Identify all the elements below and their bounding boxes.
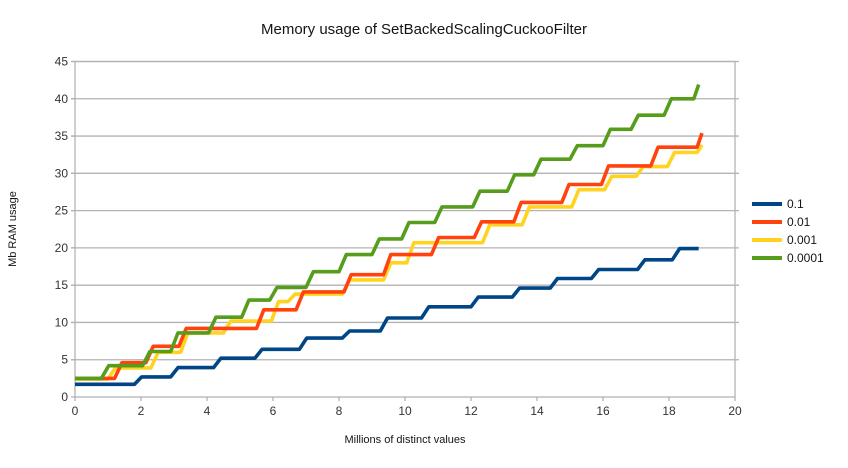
x-tick-label-0: 0 (72, 404, 79, 418)
legend-label: 0.0001 (787, 251, 824, 265)
series-line-0.1 (75, 246, 699, 387)
x-tick-label-18: 18 (662, 404, 676, 418)
x-tick-label-4: 4 (204, 404, 211, 418)
legend-item-0.1: 0.1 (752, 197, 824, 211)
y-tick-label-35: 35 (55, 129, 69, 143)
legend-item-0.01: 0.01 (752, 215, 824, 229)
y-axis-title: Mb RAM usage (7, 191, 19, 267)
y-tick-label-5: 5 (61, 353, 68, 367)
legend: 0.1 0.01 0.001 0.0001 (752, 197, 824, 265)
x-tick-label-2: 2 (138, 404, 145, 418)
y-tick-label-10: 10 (55, 315, 69, 329)
y-tick-label-0: 0 (61, 390, 68, 404)
y-tick-label-30: 30 (55, 166, 69, 180)
y-tick-label-15: 15 (55, 278, 69, 292)
x-tick-label-8: 8 (336, 404, 343, 418)
x-tick-label-20: 20 (728, 404, 742, 418)
legend-item-0.0001: 0.0001 (752, 251, 824, 265)
legend-item-0.001: 0.001 (752, 233, 824, 247)
legend-label: 0.01 (787, 215, 811, 229)
legend-swatch-0.001 (752, 238, 782, 242)
y-tick-label-20: 20 (55, 241, 69, 255)
y-tick-label-40: 40 (55, 92, 69, 106)
x-tick-label-16: 16 (596, 404, 610, 418)
x-tick-label-6: 6 (270, 404, 277, 418)
series-line-0.001 (75, 144, 704, 381)
y-tick-label-25: 25 (55, 204, 69, 218)
x-tick-label-10: 10 (398, 404, 412, 418)
chart-title: Memory usage of SetBackedScalingCuckooFi… (261, 21, 587, 38)
x-tick-label-12: 12 (464, 404, 478, 418)
x-tick-label-14: 14 (530, 404, 544, 418)
x-axis-title: Millions of distinct values (344, 434, 466, 446)
legend-swatch-0.1 (752, 202, 782, 206)
series-line-0.0001 (75, 84, 701, 381)
legend-swatch-0.01 (752, 220, 782, 224)
legend-label: 0.001 (787, 233, 818, 247)
legend-swatch-0.0001 (752, 256, 782, 260)
series-line-0.01 (75, 132, 704, 381)
y-tick-label-45: 45 (55, 55, 69, 69)
legend-label: 0.1 (787, 197, 804, 211)
